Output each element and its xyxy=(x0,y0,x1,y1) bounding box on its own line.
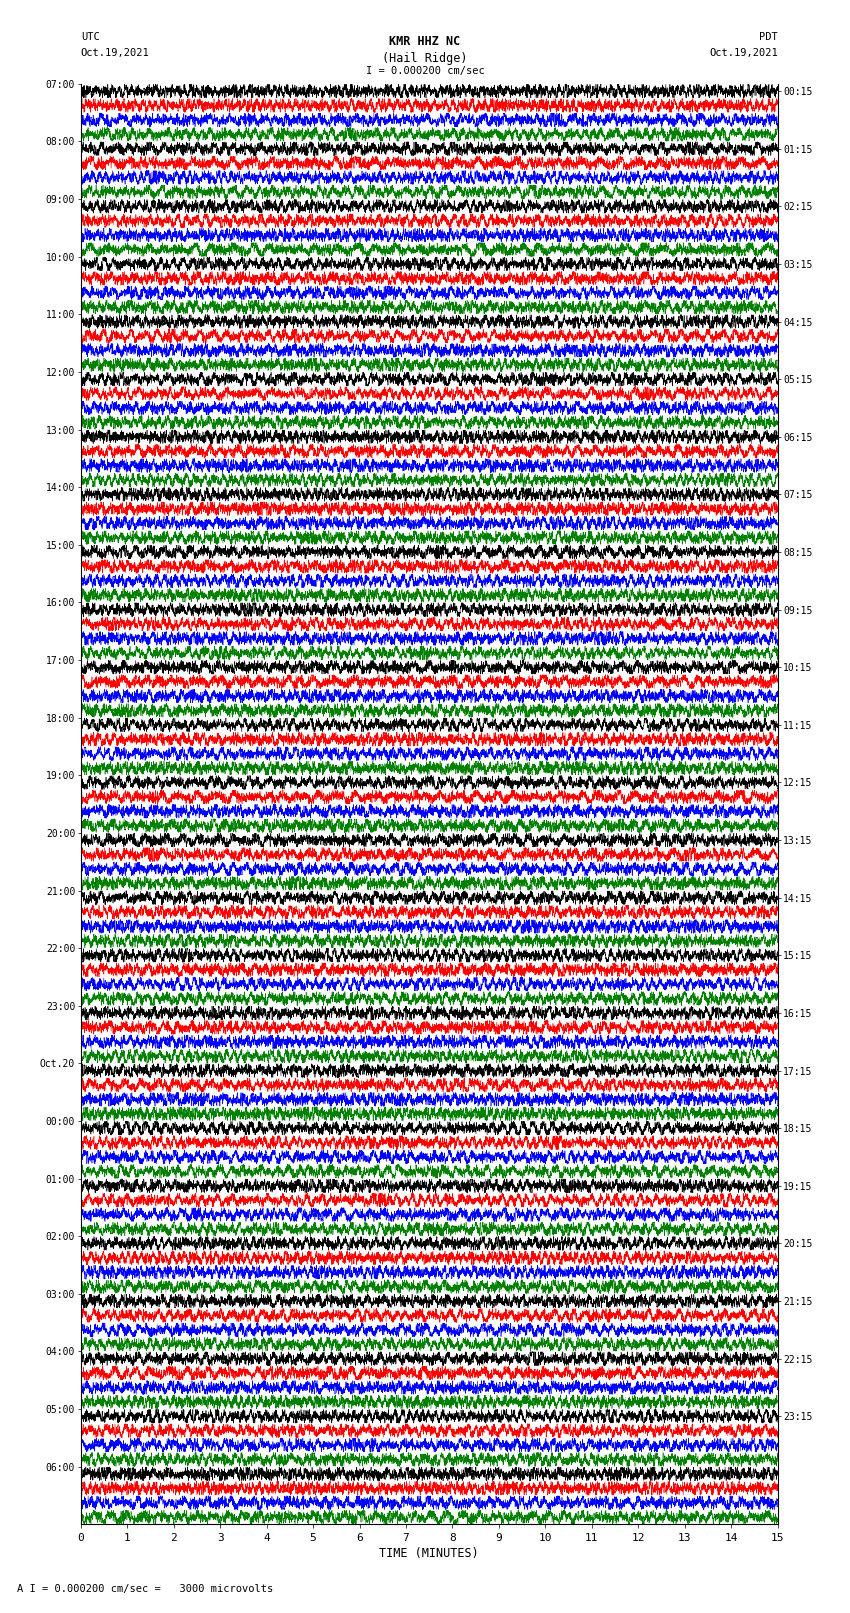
Text: Oct.19,2021: Oct.19,2021 xyxy=(81,48,150,58)
Text: Oct.19,2021: Oct.19,2021 xyxy=(709,48,778,58)
Text: UTC: UTC xyxy=(81,32,99,42)
Text: A I = 0.000200 cm/sec =   3000 microvolts: A I = 0.000200 cm/sec = 3000 microvolts xyxy=(17,1584,273,1594)
Text: KMR HHZ NC: KMR HHZ NC xyxy=(389,35,461,48)
Text: (Hail Ridge): (Hail Ridge) xyxy=(382,52,468,65)
X-axis label: TIME (MINUTES): TIME (MINUTES) xyxy=(379,1547,479,1560)
Text: PDT: PDT xyxy=(759,32,778,42)
Text: I = 0.000200 cm/sec: I = 0.000200 cm/sec xyxy=(366,66,484,76)
